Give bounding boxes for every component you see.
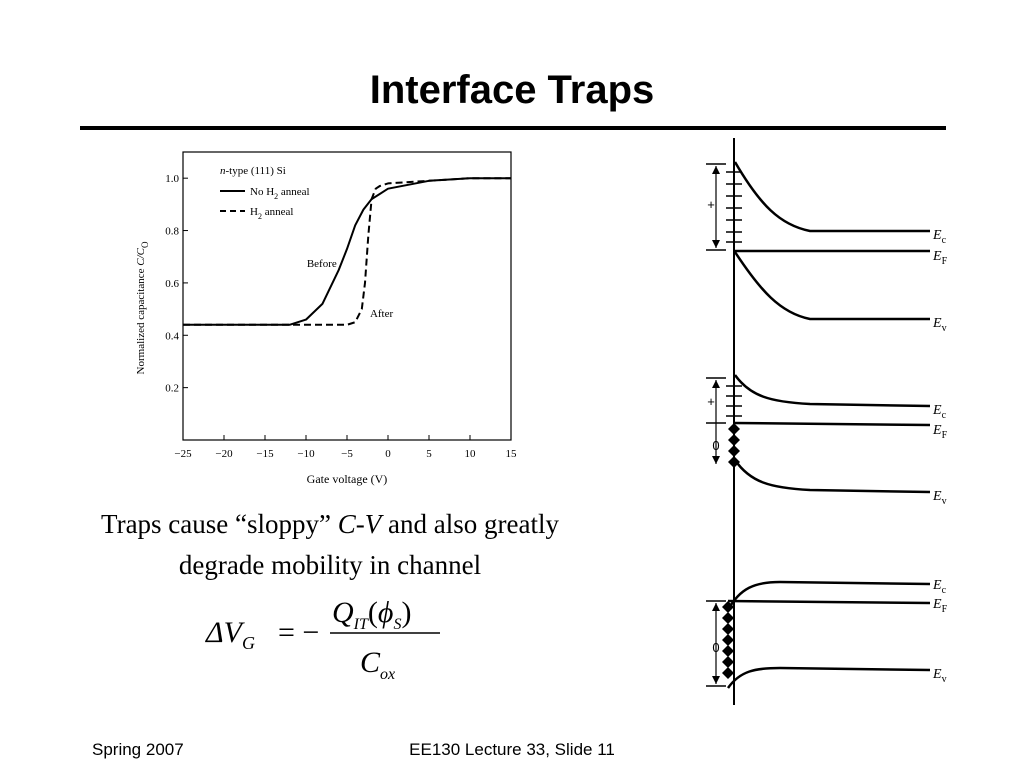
slide-title: Interface Traps <box>369 68 655 112</box>
formula-equals-minus: = − <box>278 616 319 649</box>
ev-label-3: Ev <box>932 667 947 685</box>
formula-denominator: Cox <box>360 646 395 683</box>
ev-label-1: Ev <box>932 316 947 334</box>
x-tick-label: −5 <box>341 448 353 460</box>
ev-label-2: Ev <box>932 489 947 507</box>
x-tick-label: −10 <box>297 448 315 460</box>
x-tick-label: 10 <box>465 448 477 460</box>
ef-label-3: EF <box>932 597 948 615</box>
ef-label-2: EF <box>932 423 948 441</box>
empty-trap-diamonds-3 <box>722 601 734 679</box>
footer-lecture: EE130 Lecture 33, Slide 11 <box>409 740 615 759</box>
chart-header: n-type (111) Si <box>220 165 286 177</box>
x-axis-label: Gate voltage (V) <box>307 472 388 486</box>
formula-numerator: QIT(ϕS) <box>332 596 411 633</box>
slide-caption: Traps cause “sloppy” C-V and also greatl… <box>101 509 559 580</box>
band-diagram-flatband: + 0 Ec EF Ev <box>706 374 948 507</box>
chart-annotations: Before After <box>307 258 394 320</box>
zero-label-3: 0 <box>712 640 719 655</box>
cv-chart: −25 −20 −15 −10 −5 0 5 10 15 0.2 0.4 0.6 0.8 1.0 n-t… <box>135 151 517 486</box>
series-before-anneal <box>183 177 511 326</box>
x-tick-label: −20 <box>215 448 233 460</box>
filled-trap-ticks-1 <box>726 171 742 243</box>
conduction-band-1 <box>733 161 930 233</box>
footer-date: Spring 2007 <box>92 740 184 759</box>
charge-label-1: + <box>707 197 715 212</box>
y-tick-label: 0.2 <box>165 383 179 395</box>
band-diagram-depletion: 0 Ec EF Ev <box>706 578 948 689</box>
charge-label-2: + <box>707 394 715 409</box>
ec-label-3: Ec <box>932 578 947 596</box>
x-tick-label: −15 <box>256 448 274 460</box>
title-underline <box>80 126 946 130</box>
series-lines <box>183 177 511 326</box>
y-tick-label: 1.0 <box>165 173 179 185</box>
legend-solid-label: No H2 anneal <box>250 186 310 201</box>
y-tick-label: 0.8 <box>165 226 179 238</box>
x-tick-label: 15 <box>506 448 518 460</box>
ec-label-2: Ec <box>932 403 947 421</box>
band-diagrams: + Ec EF Ev + 0 Ec EF Ev <box>706 138 948 705</box>
x-axis-ticks: −25 −20 −15 −10 −5 0 5 10 15 <box>174 435 517 460</box>
formula-lhs: ΔVG <box>205 616 255 653</box>
conduction-band-2 <box>733 374 931 408</box>
ec-label-1: Ec <box>932 228 947 246</box>
delta-vg-formula: ΔVG = − QIT(ϕS) Cox <box>205 596 440 683</box>
legend-dashed-label: H2 anneal <box>250 206 293 221</box>
annotation-before: Before <box>307 258 337 270</box>
annotation-after: After <box>370 308 394 320</box>
y-axis-ticks: 0.2 0.4 0.6 0.8 1.0 <box>165 173 188 395</box>
fermi-level-2 <box>733 421 931 427</box>
conduction-band-3 <box>726 580 931 611</box>
band-diagram-accumulation: + Ec EF Ev <box>706 161 948 334</box>
empty-trap-diamonds-2 <box>728 423 740 468</box>
y-axis-label: Normalized capacitance C/CO <box>135 241 150 374</box>
valence-band-1 <box>733 251 930 321</box>
x-tick-label: −25 <box>174 448 192 460</box>
valence-band-2 <box>733 459 931 494</box>
y-tick-label: 0.4 <box>165 330 179 342</box>
filled-trap-ticks-2 <box>726 385 742 417</box>
ef-label-1: EF <box>932 249 948 267</box>
x-tick-label: 5 <box>426 448 432 460</box>
valence-band-3 <box>726 666 931 689</box>
series-after-anneal <box>183 177 511 326</box>
zero-label-2: 0 <box>712 438 719 453</box>
y-tick-label: 0.6 <box>165 278 179 290</box>
plot-frame <box>182 151 512 441</box>
fermi-level-3 <box>727 599 931 605</box>
x-tick-label: 0 <box>385 448 391 460</box>
